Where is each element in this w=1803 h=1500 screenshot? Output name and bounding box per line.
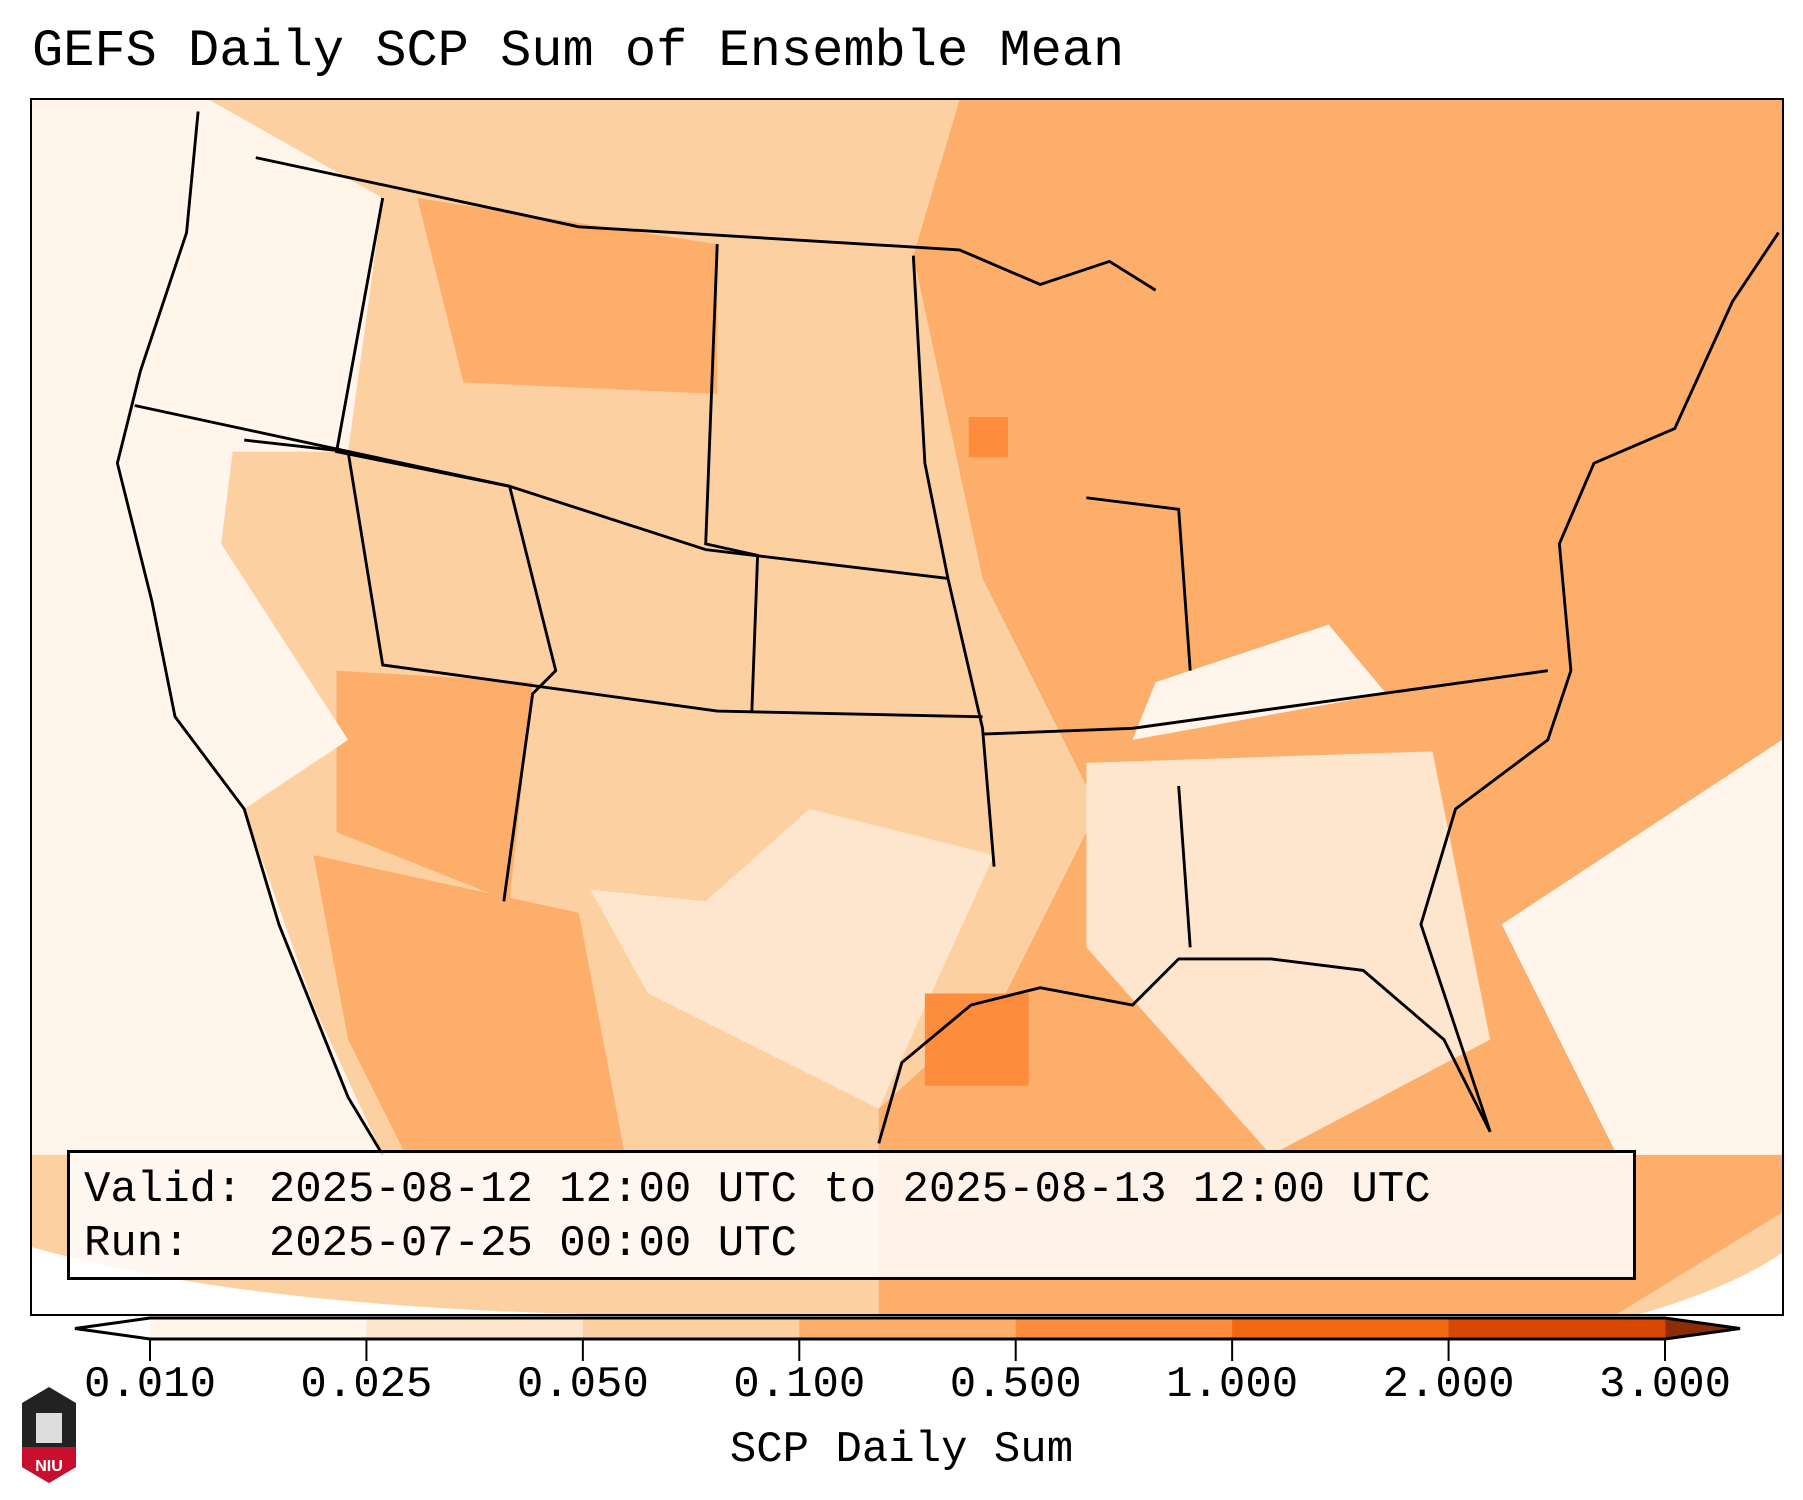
colorbar-bin [799, 1318, 1017, 1339]
chart-title: GEFS Daily SCP Sum of Ensemble Mean [32, 22, 1125, 81]
gulf-peak-field [924, 993, 1029, 1086]
mexico-field [313, 855, 625, 1155]
kentucky-light-field [1132, 624, 1387, 740]
colorbar-bin [366, 1318, 584, 1339]
colorbar [74, 1316, 1741, 1361]
southwest-field [336, 670, 533, 902]
boundaries [115, 111, 1780, 1156]
montana-field [417, 197, 718, 394]
domain-edge-right [1640, 1252, 1782, 1314]
colorbar-tick-label: 0.025 [300, 1360, 433, 1410]
west-coast-field [32, 100, 383, 1155]
state-line [911, 255, 996, 867]
state-line [982, 669, 1549, 736]
state-line [244, 438, 983, 719]
state-line [1177, 785, 1192, 948]
state-line [502, 485, 558, 902]
colorbar-tick-label: 2.000 [1382, 1360, 1515, 1410]
colorbar-tick-label: 0.010 [83, 1360, 217, 1410]
colorbar-tick-label: 3.000 [1598, 1360, 1732, 1410]
state-line [134, 404, 510, 488]
west-coastline [115, 111, 384, 1156]
colorbar-bin [150, 1318, 367, 1339]
scp-map [32, 100, 1782, 1314]
logo-text: NIU [35, 1458, 63, 1475]
colorbar-bin [1015, 1318, 1233, 1339]
colorbar-tick-label: 1.000 [1166, 1360, 1299, 1410]
colorbar-extend-max [1665, 1318, 1740, 1339]
southeast-light-field [1086, 751, 1491, 1155]
validity-box: Valid: 2025-08-12 12:00 UTC to 2025-08-1… [67, 1150, 1636, 1280]
colorbar-extend-min [75, 1318, 150, 1339]
valid-time: Valid: 2025-08-12 12:00 UTC to 2025-08-1… [84, 1165, 1431, 1215]
colorbar-bin [1232, 1318, 1450, 1339]
canada-border [255, 156, 1157, 292]
iowa-peak-field [968, 417, 1008, 458]
colorbar-tick-label: 0.100 [733, 1360, 866, 1410]
colorbar-tick-label: 0.050 [516, 1360, 649, 1410]
state-line [1086, 496, 1192, 671]
atlantic-light-field [1501, 739, 1782, 1155]
colorbar-tick-label: 0.500 [949, 1360, 1082, 1410]
map-panel [30, 98, 1784, 1316]
gulf-coastline [877, 957, 1492, 1144]
colorbar-bin [1448, 1318, 1666, 1339]
colorbar-label: SCP Daily Sum [729, 1425, 1074, 1475]
state-line [704, 244, 760, 712]
run-time: Run: 2025-07-25 00:00 UTC [84, 1219, 797, 1269]
colorbar-bin [582, 1318, 800, 1339]
texas-light-field [590, 809, 995, 1109]
atlantic-coastline [1419, 231, 1780, 1133]
domain-edge-left [32, 1247, 579, 1314]
niu-logo: NIU [22, 1387, 76, 1483]
